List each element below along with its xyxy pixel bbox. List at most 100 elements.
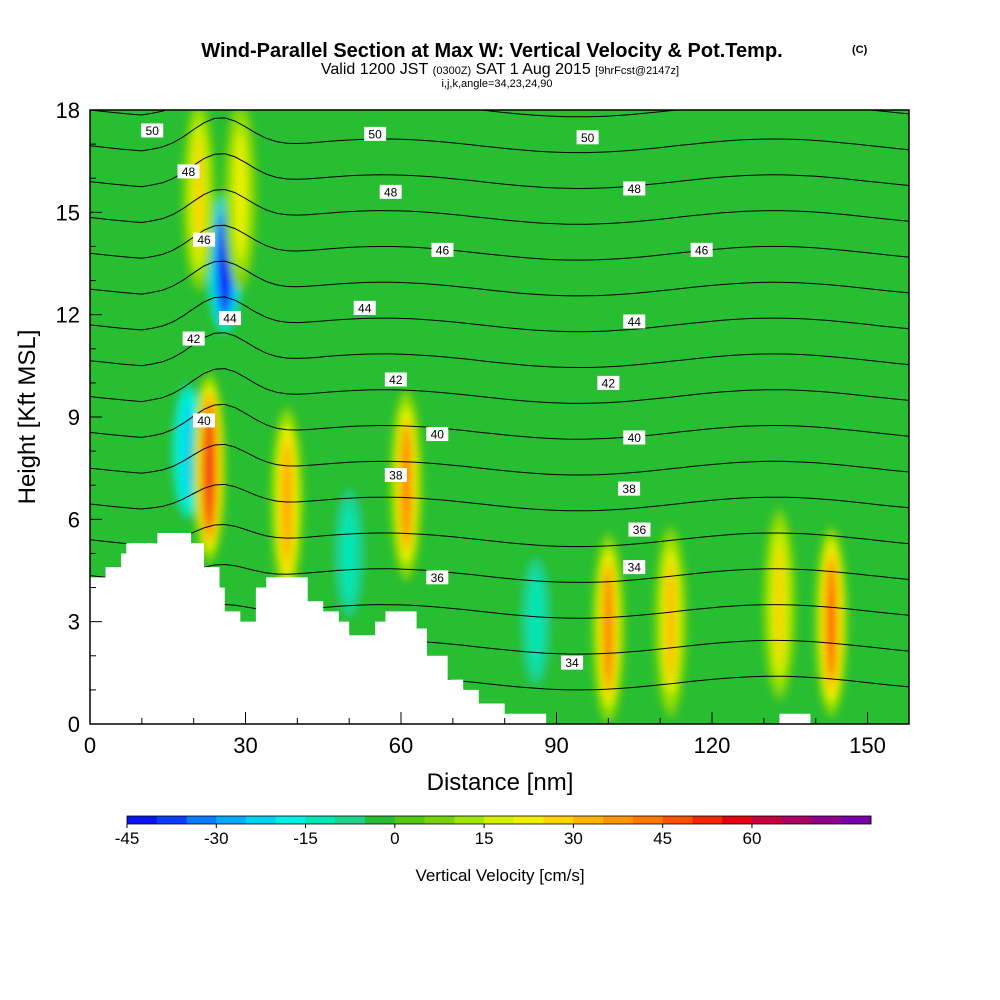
contour-label-bg	[177, 164, 200, 179]
colorbar-tick-label: 45	[653, 829, 672, 848]
colorbar-tick-label: -30	[204, 829, 229, 848]
contour-label-bg	[384, 467, 407, 482]
contour-label-text: 44	[628, 315, 642, 329]
x-axis-label: Distance [nm]	[427, 769, 574, 796]
contour-label-text: 48	[182, 165, 196, 179]
colorbar-segment	[781, 816, 812, 824]
contour-label-bg	[182, 331, 205, 346]
contour-label-bg	[353, 300, 376, 315]
contour-label-text: 38	[622, 482, 636, 496]
contour-label-bg	[623, 430, 646, 445]
colorbar-segment	[127, 816, 158, 824]
isentrope-line	[90, 443, 909, 476]
updraft-region	[828, 565, 835, 678]
contour-label-bg	[618, 481, 641, 496]
contour-label-bg	[364, 126, 387, 141]
contour-label-text: 46	[197, 233, 211, 247]
contour-label: 50	[141, 123, 164, 138]
colorbar-segment	[335, 816, 366, 824]
colorbar-segment	[573, 816, 604, 824]
colorbar-tick-label: -15	[293, 829, 318, 848]
contour-label: 36	[628, 522, 651, 537]
colorbar-segment	[186, 816, 217, 824]
contour-label: 36	[426, 570, 449, 585]
contour-label: 46	[193, 232, 216, 247]
x-tick-label: 90	[544, 733, 568, 758]
isentrope-line	[90, 368, 909, 404]
colorbar-segment	[156, 816, 188, 824]
contour-label: 48	[623, 181, 646, 196]
contour-label: 40	[623, 430, 646, 445]
colorbar-tick-label: -45	[115, 829, 140, 848]
contour-label: 42	[597, 375, 620, 390]
colorbar-segment	[394, 816, 426, 824]
subtitle-date: SAT 1 Aug 2015	[476, 61, 591, 78]
contour-label-bg	[141, 123, 164, 138]
isentrope-line	[90, 483, 909, 512]
contour-label-text: 50	[368, 127, 382, 141]
updraft-region	[206, 413, 212, 523]
isentrope-line	[90, 188, 909, 225]
chart-title-mark: (C)	[852, 44, 868, 56]
downdraft-region	[342, 503, 357, 604]
contour-label-bg	[218, 311, 241, 326]
contour-label: 44	[623, 314, 646, 329]
isentrope-line	[90, 296, 909, 333]
isentrope-line	[90, 332, 909, 368]
colorbar-label: Vertical Velocity [cm/s]	[415, 866, 584, 885]
downdraft-region	[183, 404, 194, 499]
contour-label-bg	[384, 372, 407, 387]
colorbar-segment	[216, 816, 247, 824]
contour-label-text: 48	[384, 185, 398, 199]
colorbar-segment	[543, 816, 574, 824]
contour-label: 44	[353, 300, 376, 315]
y-tick-label: 9	[68, 405, 80, 430]
isentrope-line	[90, 110, 909, 118]
colorbar-tick-label: 60	[742, 829, 761, 848]
contour-label: 46	[690, 242, 713, 257]
contour-label-bg	[426, 427, 449, 442]
contour-label-bg	[623, 314, 646, 329]
y-axis-label: Height [Kft MSL]	[14, 330, 41, 505]
isentrope-line	[90, 403, 909, 440]
subtitle-zulu: (0300Z)	[433, 65, 472, 77]
colorbar-segment	[484, 816, 515, 824]
downdraft-region	[528, 571, 543, 672]
y-tick-label: 0	[68, 712, 80, 737]
contour-label-bg	[576, 130, 599, 145]
potential-temperature-contours	[90, 110, 909, 691]
contour-label-text: 36	[633, 523, 647, 537]
colorbar-segment	[246, 816, 277, 824]
contour-label-text: 44	[223, 312, 237, 326]
isentrope-line	[90, 260, 909, 297]
contour-label-bg	[628, 522, 651, 537]
contour-label-bg	[379, 184, 402, 199]
y-tick-label: 18	[56, 98, 80, 123]
contour-label-bg	[561, 655, 584, 670]
contour-label-text: 48	[628, 182, 642, 196]
colorbar-segment	[692, 816, 723, 824]
colorbar-segment	[603, 816, 634, 824]
contour-label: 44	[218, 311, 241, 326]
contour-labels: 50 50 50 48 48 48 46 46 46 44 44 44 42 42 42 40 40 40 38 38…	[141, 123, 713, 670]
contour-label: 50	[576, 130, 599, 145]
colorbar-segment	[365, 816, 396, 824]
colorbar-segment	[841, 816, 872, 824]
contour-label-text: 40	[197, 414, 211, 428]
contour-label-text: 40	[431, 428, 445, 442]
contour-label-bg	[431, 242, 454, 257]
colorbar-segment	[305, 816, 336, 824]
colorbar-tick-label: 0	[390, 829, 399, 848]
contour-label-text: 44	[358, 301, 372, 315]
x-tick-label: 30	[233, 733, 257, 758]
contour-label-bg	[623, 560, 646, 575]
contour-label: 48	[379, 184, 402, 199]
x-tick-label: 0	[84, 733, 96, 758]
colorbar-segment	[751, 816, 783, 824]
contour-label: 42	[384, 372, 407, 387]
colorbar-tick-label: 15	[475, 829, 494, 848]
colorbar: -45 -30 -15 0 15 30 45 60	[115, 815, 872, 848]
chart-subtitle: Valid 1200 JST (0300Z) SAT 1 Aug 2015 [9…	[321, 61, 679, 78]
chart-title: Wind-Parallel Section at Max W: Vertical…	[201, 40, 782, 62]
